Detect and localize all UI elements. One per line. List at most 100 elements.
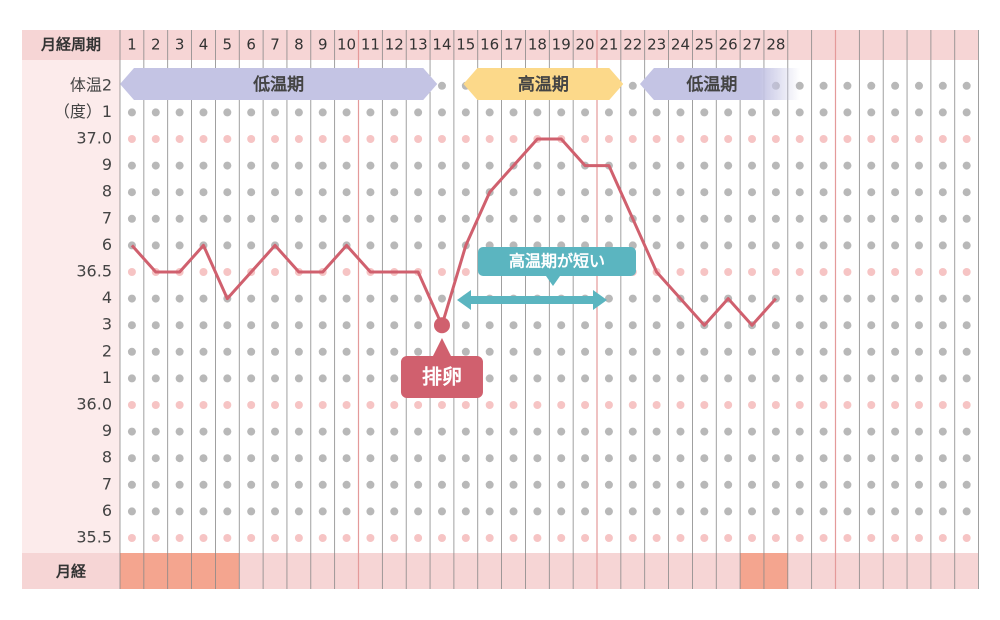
grid-dot [318, 374, 327, 383]
x-tick-label: 9 [318, 36, 328, 54]
grid-dot [247, 108, 256, 117]
grid-dot [390, 480, 399, 489]
grid-dot [342, 347, 351, 356]
grid-dot [342, 108, 351, 117]
grid-dot [271, 321, 280, 330]
grid-dot [962, 454, 971, 463]
grid-dot [843, 507, 852, 516]
y-tick-label: 8 [102, 182, 112, 201]
grid-dot [724, 161, 733, 170]
grid-dot [223, 507, 232, 516]
grid-dot [962, 81, 971, 90]
grid-dot [891, 135, 900, 143]
grid-dot [843, 374, 852, 383]
grid-dot [795, 427, 804, 436]
grid-dot [461, 507, 470, 516]
annotation-arrow [457, 290, 607, 310]
grid-dot [342, 534, 351, 542]
x-tick-label: 12 [385, 36, 404, 54]
grid-dot [366, 507, 375, 516]
grid-dot [819, 347, 828, 356]
grid-dot [509, 347, 518, 356]
grid-dot [151, 135, 160, 143]
grid-dot [938, 507, 947, 516]
grid-dot [247, 214, 256, 223]
grid-dot [891, 427, 900, 436]
grid-dot [914, 534, 923, 542]
grid-dot [843, 401, 852, 409]
grid-dot [819, 188, 828, 197]
grid-dot [557, 374, 566, 383]
grid-dot [724, 401, 733, 409]
grid-dot [748, 161, 757, 170]
grid-dot [795, 214, 804, 223]
grid-dot [509, 321, 518, 330]
grid-dot [557, 534, 566, 542]
grid-dot [843, 427, 852, 436]
grid-dot [271, 188, 280, 197]
grid-dot [294, 321, 303, 330]
grid-dot [223, 454, 232, 463]
y-tick-label: 36.5 [76, 262, 112, 281]
grid-dot [914, 401, 923, 409]
grid-dot [581, 401, 590, 409]
grid-dot [604, 507, 613, 516]
grid-dot [700, 374, 709, 383]
grid-dot [891, 507, 900, 516]
grid-dot [318, 188, 327, 197]
grid-dot [294, 241, 303, 250]
grid-dot [437, 480, 446, 489]
grid-dot [223, 214, 232, 223]
grid-dot [557, 321, 566, 330]
grid-dot [247, 454, 256, 463]
grid-dot [628, 507, 637, 516]
grid-dot [485, 347, 494, 356]
grid-dot [437, 81, 446, 90]
grid-dot [795, 294, 804, 303]
grid-dot [700, 507, 709, 516]
grid-dot [294, 374, 303, 383]
grid-dot [390, 427, 399, 436]
grid-dot [724, 108, 733, 117]
grid-dot [318, 427, 327, 436]
grid-dot [414, 294, 423, 303]
grid-dot [771, 427, 780, 436]
grid-dot [461, 347, 470, 356]
grid-dot [843, 347, 852, 356]
y-tick-label: 6 [102, 501, 112, 520]
grid-dot [342, 480, 351, 489]
grid-dot [914, 427, 923, 436]
grid-dot [724, 454, 733, 463]
grid-dot [127, 374, 136, 383]
grid-dot [795, 241, 804, 250]
grid-dot [342, 135, 351, 143]
grid-dot [247, 534, 256, 542]
grid-dot [748, 108, 757, 117]
grid-dot [771, 108, 780, 117]
x-tick-label: 7 [270, 36, 280, 54]
grid-dot [318, 454, 327, 463]
grid-dot [557, 507, 566, 516]
grid-dot [294, 188, 303, 197]
grid-dot [342, 427, 351, 436]
grid-dot [199, 294, 208, 303]
grid-dot [676, 135, 685, 143]
grid-dot [127, 214, 136, 223]
grid-dot [366, 294, 375, 303]
grid-dot [700, 161, 709, 170]
grid-dot [437, 135, 446, 143]
y-tick-label: 9 [102, 155, 112, 174]
grid-dot [509, 374, 518, 383]
grid-dot [485, 108, 494, 117]
grid-dot [628, 534, 637, 542]
grid-dot [533, 534, 542, 542]
phase-label: 低温期 [685, 74, 737, 95]
y-tick-label: 6 [102, 235, 112, 254]
grid-dot [676, 188, 685, 197]
grid-dot [843, 321, 852, 330]
grid-dot [485, 374, 494, 383]
grid-dot [127, 268, 136, 276]
grid-dot [700, 294, 709, 303]
grid-dot [151, 534, 160, 542]
grid-dot [461, 427, 470, 436]
